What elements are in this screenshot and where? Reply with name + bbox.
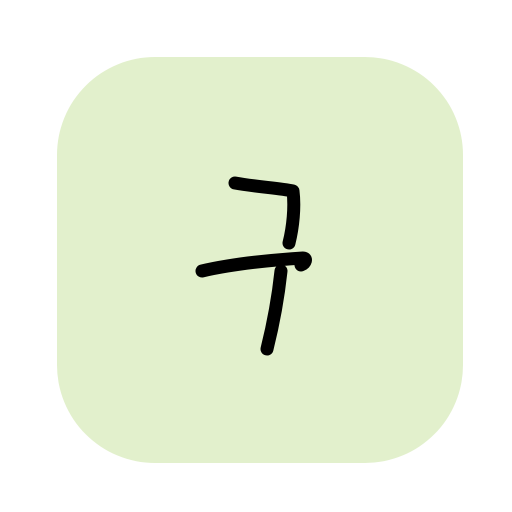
glyph-top-stroke (228, 176, 301, 250)
app-icon-tile: ㅋ (57, 57, 463, 463)
glyph-middle-stroke (195, 251, 312, 278)
glyph-vertical-stroke (260, 264, 288, 356)
hangul-kieuk-glyph-icon (195, 176, 312, 356)
